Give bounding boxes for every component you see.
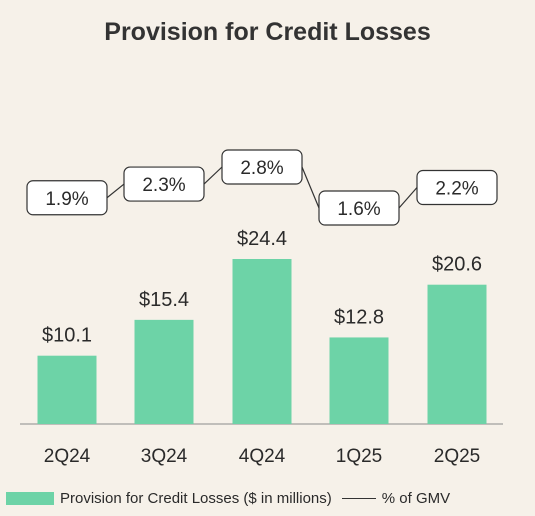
bar-value-label: $12.8 <box>334 306 384 328</box>
bar-2Q25 <box>427 284 487 424</box>
gmv-point-label: 2.8% <box>240 158 283 179</box>
gmv-line-segment <box>398 187 418 209</box>
x-tick-label: 2Q24 <box>44 446 91 467</box>
gmv-line-segment <box>106 183 125 199</box>
legend-bar-label: Provision for Credit Losses ($ in millio… <box>60 489 332 507</box>
gmv-point-label: 2.2% <box>435 179 478 200</box>
bar-value-label: $15.4 <box>139 289 189 311</box>
bar-3Q24 <box>134 319 194 424</box>
bar-value-label: $10.1 <box>42 325 92 347</box>
gmv-line-segment <box>301 166 320 209</box>
bar-1Q25 <box>329 337 389 424</box>
gmv-line-segment <box>203 166 223 185</box>
gmv-point-label: 2.3% <box>142 175 185 196</box>
gmv-point-box <box>416 169 498 206</box>
gmv-point-box <box>26 180 108 216</box>
gmv-point-box <box>123 166 205 202</box>
gmv-point-box <box>221 149 303 185</box>
gmv-point-label: 1.9% <box>45 189 88 210</box>
legend: Provision for Credit Losses ($ in millio… <box>6 487 450 509</box>
chart-title: Provision for Credit Losses <box>104 18 431 46</box>
x-tick-label: 2Q25 <box>434 446 480 467</box>
bar-2Q24 <box>37 355 97 424</box>
x-tick-label: 3Q24 <box>141 446 188 467</box>
legend-bar-swatch <box>6 491 54 505</box>
gmv-point-box <box>318 190 400 226</box>
bar-value-label: $24.4 <box>237 228 287 250</box>
legend-line-swatch <box>341 497 376 499</box>
legend-line-label: % of GMV <box>381 489 451 507</box>
gmv-point-label: 1.6% <box>337 199 380 220</box>
x-tick-label: 1Q25 <box>336 446 382 467</box>
bar-4Q24 <box>232 259 292 424</box>
x-tick-label: 4Q24 <box>239 446 286 467</box>
bar-value-label: $20.6 <box>432 254 482 276</box>
